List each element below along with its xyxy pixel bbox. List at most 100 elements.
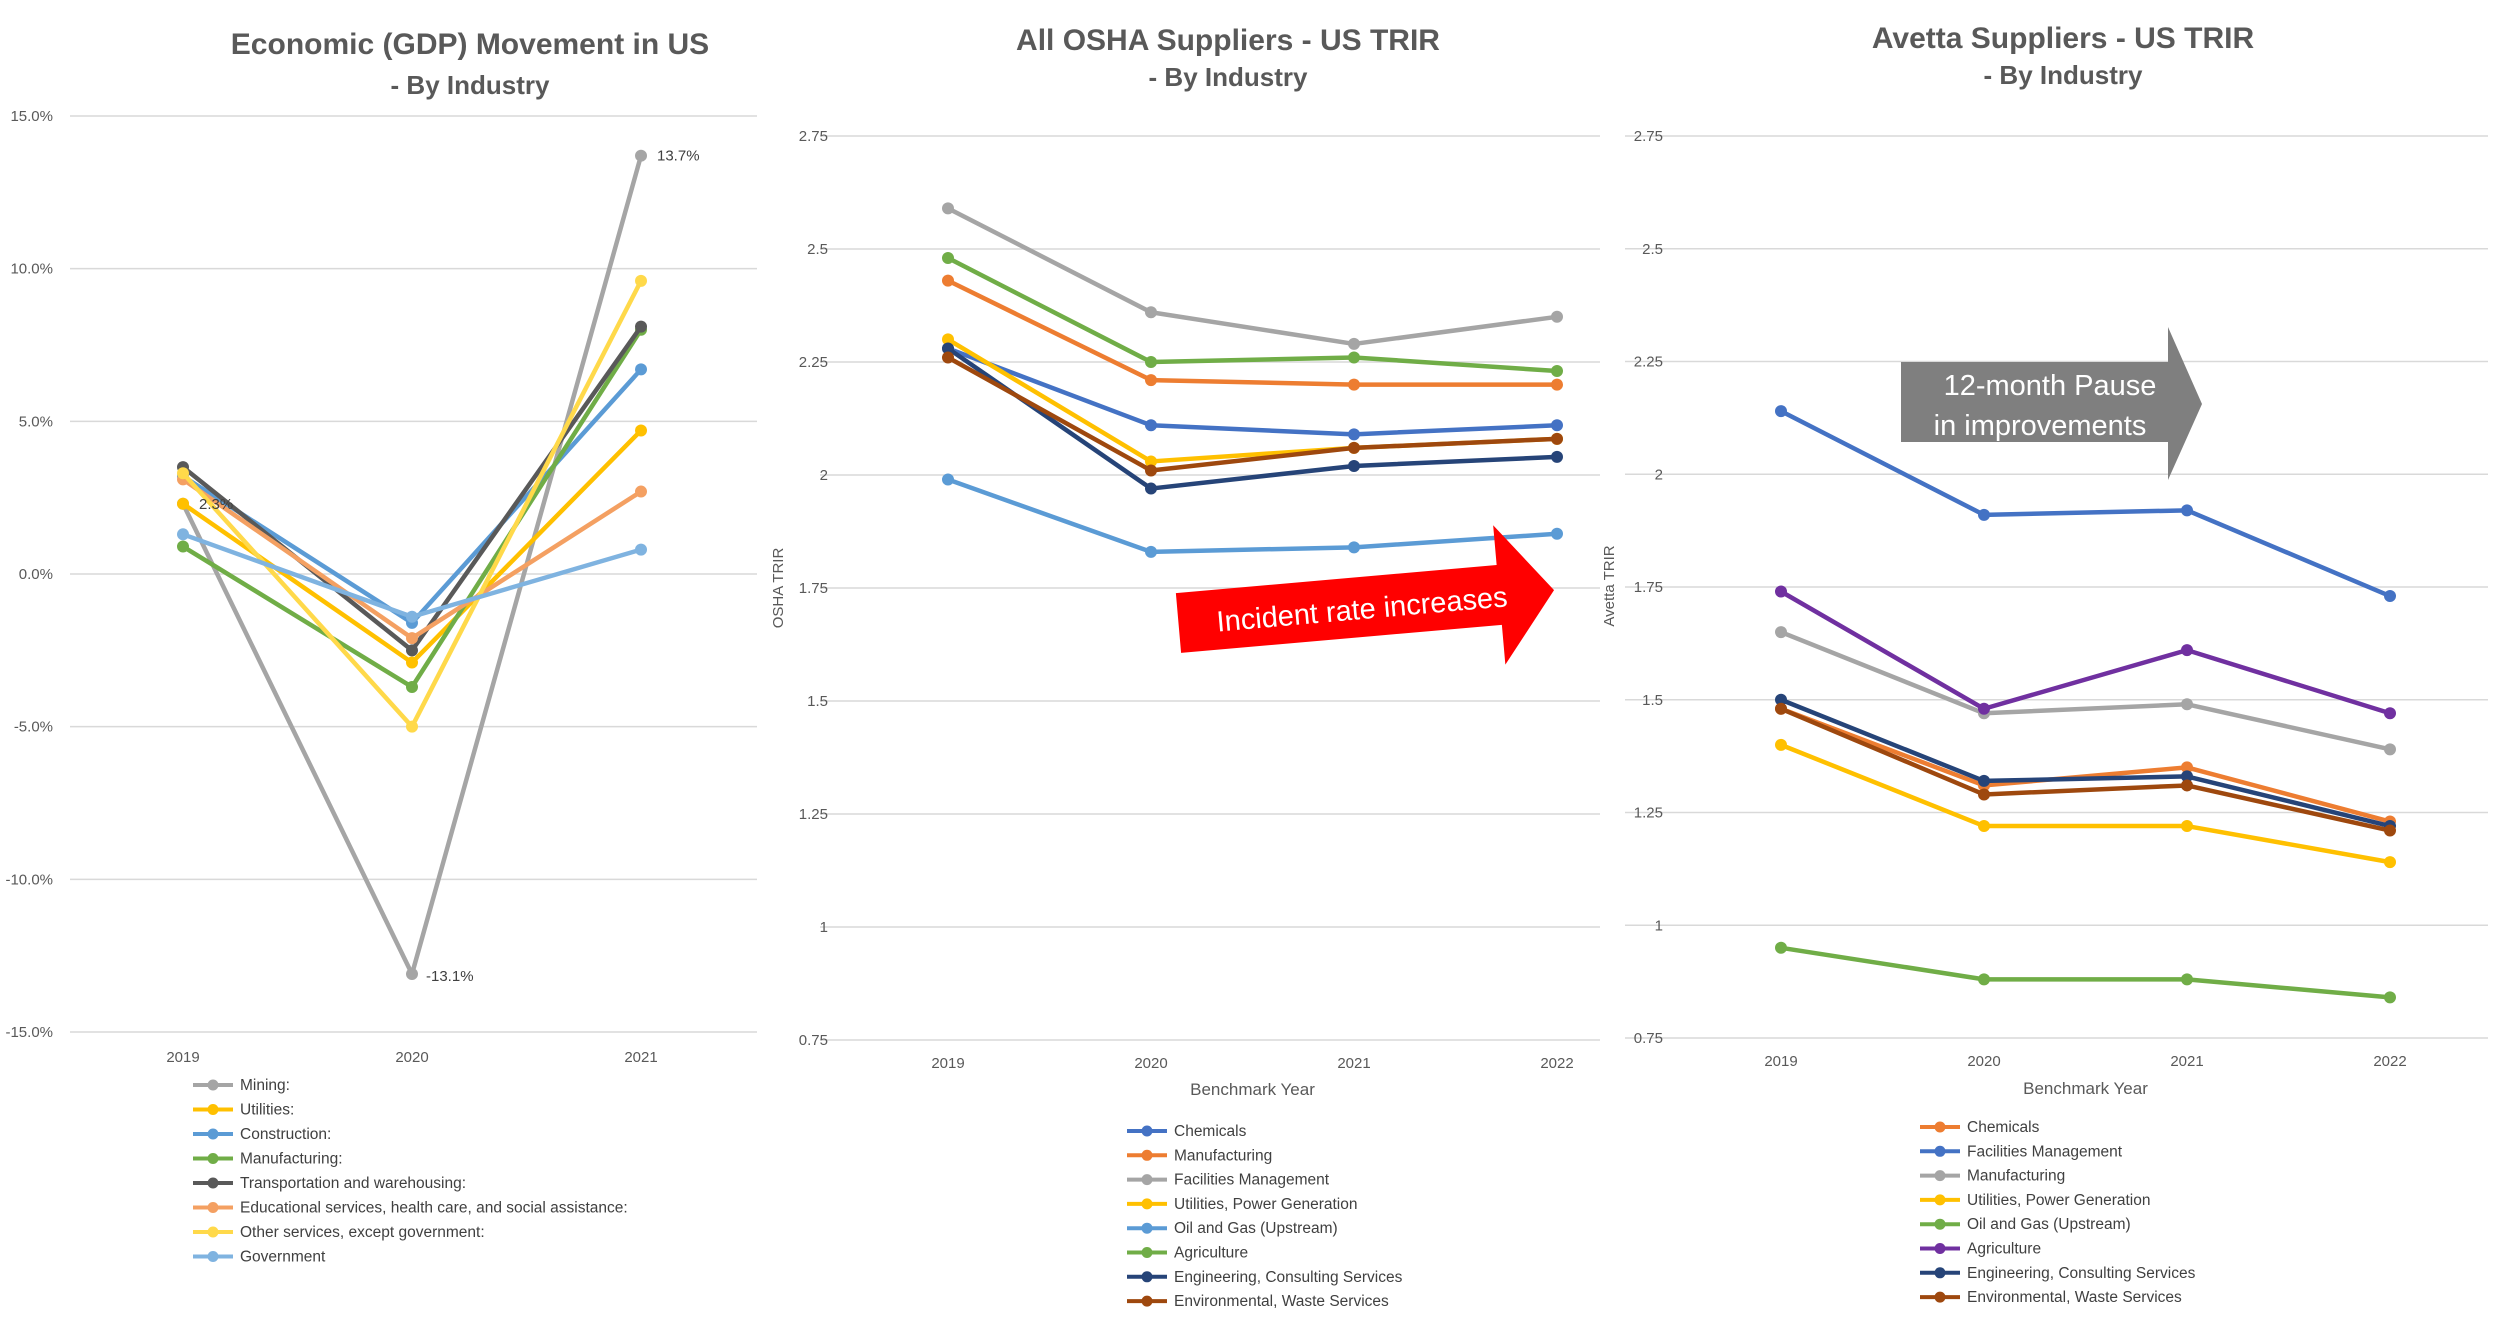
data-label: 13.7% (657, 148, 700, 165)
series-line (946, 355, 1558, 473)
data-point (1978, 973, 1990, 986)
data-point (635, 485, 647, 498)
legend-marker (1141, 1222, 1153, 1234)
series-line (1779, 409, 2391, 599)
data-point (406, 720, 418, 733)
legend-label: Manufacturing (1174, 1147, 1272, 1164)
data-point (1145, 455, 1157, 468)
legend-label: Construction: (240, 1126, 331, 1143)
chart-subtitle: - By Industry (391, 70, 550, 100)
chart-subtitle: - By Industry (1149, 62, 1308, 92)
y-tick-label: 1.25 (1634, 805, 1663, 822)
data-point (2384, 743, 2396, 756)
series-line (180, 155, 644, 977)
data-point (177, 497, 189, 510)
data-point (942, 342, 954, 355)
legend-marker (1934, 1243, 1946, 1254)
data-point (1145, 374, 1157, 387)
data-point (1348, 441, 1360, 454)
y-tick-label: 2.75 (1634, 128, 1663, 145)
data-point (406, 967, 418, 980)
y-tick-label: 1 (820, 919, 828, 936)
data-point (1348, 337, 1360, 350)
data-point (177, 540, 189, 553)
x-tick-label: 2021 (2170, 1053, 2203, 1070)
series-line (947, 278, 1557, 387)
data-point (1978, 788, 1990, 801)
data-point (177, 467, 189, 480)
chart-1: Economic (GDP) Movement in US - By Indust… (5, 28, 757, 1266)
legend-marker (207, 1177, 219, 1189)
arrow-label-line-1: 12-month Pause (1944, 370, 2157, 402)
legend-label: Utilities, Power Generation (1174, 1196, 1358, 1213)
data-point (1348, 351, 1360, 364)
y-tick-label: 1.5 (807, 693, 828, 710)
series-line (946, 256, 1558, 374)
data-point (2384, 824, 2396, 837)
legend-marker (1141, 1198, 1153, 1210)
legend-marker (1141, 1247, 1153, 1258)
data-point (406, 610, 418, 623)
y-tick-label: 2.5 (1642, 241, 1663, 258)
data-point (2384, 707, 2396, 720)
legend-marker (1141, 1174, 1153, 1186)
data-point (635, 424, 647, 437)
data-point (1775, 405, 1787, 418)
data-point (2181, 504, 2193, 517)
data-point (1978, 820, 1990, 833)
data-point (1775, 585, 1787, 598)
y-tick-label: -15.0% (5, 1024, 53, 1041)
y-tick-label: -10.0% (5, 871, 53, 888)
legend-marker (1934, 1145, 1946, 1157)
chart-2: All OSHA Suppliers - US TRIR - By Industr… (770, 24, 1600, 1310)
series-line (1780, 742, 2391, 865)
series-line (1780, 697, 2391, 829)
data-point (1775, 702, 1787, 715)
legend-marker (207, 1202, 219, 1213)
data-point (942, 333, 954, 346)
y-tick-label: 1.5 (1642, 692, 1663, 709)
y-tick-label: 15.0% (10, 108, 53, 125)
data-point (406, 632, 418, 645)
x-tick-label: 2022 (1540, 1055, 1573, 1072)
series-line (1780, 945, 2391, 1000)
y-tick-label: 2.75 (799, 128, 828, 145)
data-point (635, 149, 647, 162)
legend-marker (207, 1128, 219, 1140)
legend-marker (207, 1104, 219, 1115)
data-point (2181, 644, 2193, 657)
x-tick-label: 2020 (395, 1049, 428, 1066)
y-tick-label: 1.75 (799, 580, 828, 597)
data-point (1551, 365, 1563, 378)
data-point (942, 274, 954, 287)
legend-label: Manufacturing (1967, 1168, 2065, 1185)
y-tick-label: 10.0% (10, 261, 53, 278)
data-point (1348, 541, 1360, 554)
legend-label: Engineering, Consulting Services (1174, 1269, 1403, 1286)
legend-marker (207, 1226, 219, 1238)
pause-arrow: 12-month Pause in improvements (1901, 327, 2202, 480)
data-point (1145, 356, 1157, 368)
data-point (1551, 419, 1563, 432)
data-point (177, 528, 189, 541)
data-point (635, 320, 647, 333)
legend-label: Agriculture (1967, 1241, 2041, 1258)
data-point (1775, 693, 1787, 706)
legend-label: Environmental, Waste Services (1967, 1289, 2182, 1306)
data-point (2384, 856, 2396, 869)
data-point (1775, 626, 1787, 639)
data-point (1775, 941, 1787, 954)
x-axis-label: Benchmark Year (1190, 1080, 1315, 1099)
series-line (946, 206, 1558, 347)
data-point (1978, 774, 1990, 787)
series-line (947, 477, 1558, 555)
chart-title: Avetta Suppliers - US TRIR (1872, 22, 2255, 55)
data-point (1978, 702, 1990, 715)
legend-marker (207, 1251, 219, 1262)
legend-label: Oil and Gas (Upstream) (1967, 1216, 2131, 1233)
legend-label: Agriculture (1174, 1245, 1248, 1262)
legend-label: Engineering, Consulting Services (1967, 1265, 2196, 1282)
y-tick-label: 0.0% (19, 566, 53, 583)
legend-label: Oil and Gas (Upstream) (1174, 1220, 1338, 1237)
